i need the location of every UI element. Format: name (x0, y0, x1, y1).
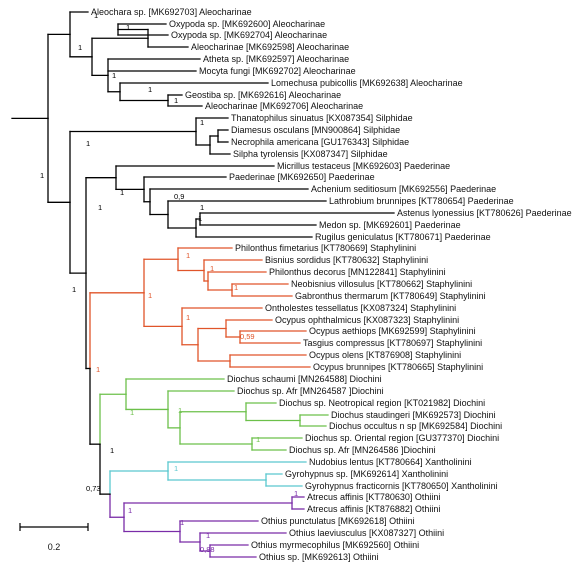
support-value: 1 (186, 251, 190, 260)
leaf-label: Rugilus geniculatus [KT780671] Paederina… (315, 232, 491, 242)
scale-bar-label: 0.2 (48, 542, 61, 552)
support-value: 1 (200, 118, 204, 127)
support-value: 0,9 (174, 192, 184, 201)
leaf-label: Othius myrmecophilus [MK692560] Othiini (251, 540, 419, 550)
leaf-label: Philonthus decorus [MN122841] Staphylini… (269, 267, 446, 277)
support-value: 1 (112, 71, 116, 80)
support-value: 0,59 (240, 332, 255, 341)
leaf-label: Diochus sp. Oriental region [GU377370] D… (305, 433, 499, 443)
leaf-label: Necrophila americana [GU176343] Silphida… (231, 137, 409, 147)
leaf-label: Lomechusa pubicollis [MK692638] Aleochar… (271, 78, 463, 88)
leaf-labels: Aleochara sp. [MK692703] Aleocharinae Oxy… (91, 7, 572, 562)
leaf-label: Oxypoda sp. [MK692704] Aleocharinae (171, 30, 327, 40)
leaf-label: Thanatophilus sinuatus [KX087354] Silphi… (231, 113, 413, 123)
leaf-label: Atrecus affinis [KT780630] Othiini (307, 492, 440, 502)
support-value: 1 (126, 23, 130, 32)
leaf-label: Silpha tyrolensis [KX087347] Silphidae (233, 149, 388, 159)
leaf-label: Micrillus testaceus [MK692603] Paederina… (277, 161, 450, 171)
support-value: 1 (200, 203, 204, 212)
leaf-label: Diochus staudingeri [MK692573] Diochini (331, 410, 496, 420)
leaf-label: Achenium seditiosum [MK692556] Paederina… (311, 184, 496, 194)
leaf-label: Neobisnius villosulus [KT780662] Staphyl… (291, 279, 472, 289)
support-value: 0,88 (200, 545, 215, 554)
leaf-label: Medon sp. [MK692601] Paederinae (319, 220, 461, 230)
leaf-label: Othius laeviusculus [KX087327] Othiini (289, 528, 444, 538)
support-value: 1 (148, 85, 152, 94)
leaf-label: Oxypoda sp. [MK692600] Aleocharinae (169, 19, 325, 29)
support-value: 1 (98, 203, 102, 212)
leaf-label: Othius sp. [MK692613] Othiini (259, 552, 379, 562)
support-value: 1 (206, 531, 210, 540)
support-value: 1 (148, 291, 152, 300)
support-value: 1 (256, 435, 260, 444)
support-value: 1 (128, 506, 132, 515)
support-values: 1 1 1 1 1 1 1 1 1 1 0,9 1 1 1 1 1 1 1 1 1 0,59 1 1 1 1 1 1 0,73 1 1 1 1… (40, 11, 298, 554)
support-value: 1 (78, 43, 82, 52)
support-value: 1 (72, 285, 76, 294)
support-value: 1 (96, 365, 100, 374)
leaf-label: Diochus sp. Afr [MN264586 ]Diochini (289, 445, 436, 455)
support-value: 1 (120, 188, 124, 197)
support-value: 0,73 (86, 484, 101, 493)
leaf-label: Othius punctulatus [MK692618] Othiini (261, 516, 415, 526)
leaf-label: Atheta sp. [MK692597] Aleocharinae (203, 54, 349, 64)
leaf-label: Nudobius lentus [KT780664] Xantholinini (309, 457, 472, 467)
support-value: 1 (130, 408, 134, 417)
leaf-label: Aleochara sp. [MK692703] Aleocharinae (91, 7, 252, 17)
leaf-label: Mocyta fungi [MK692702] Aleocharinae (199, 66, 356, 76)
leaf-label: Ontholestes tessellatus [KX087324] Staph… (265, 303, 456, 313)
support-value: 1 (186, 313, 190, 322)
support-value: 1 (234, 283, 238, 292)
leaf-label: Aleocharinae [MK692598] Aleocharinae (191, 42, 349, 52)
leaf-label: Bisnius sordidus [KT780632] Staphylinini (265, 255, 428, 265)
leaf-label: Diochus occultus n sp [MK692584] Diochin… (329, 421, 502, 431)
leaf-label: Philonthus fimetarius [KT780669] Staphyl… (235, 243, 416, 253)
leaf-label: Geostiba sp. [MK692616] Aleocharinae (185, 90, 341, 100)
support-value: 1 (180, 518, 184, 527)
leaf-label: Diochus sp. Neotropical region [KT021982… (279, 398, 485, 408)
leaf-label: Tasgius compressus [KT780697] Staphylini… (303, 338, 482, 348)
support-value: 1 (178, 406, 182, 415)
support-value: 1 (40, 171, 44, 180)
support-value: 1 (174, 464, 178, 473)
leaf-label: Ocypus olens [KT876908] Staphylinini (309, 350, 461, 360)
support-value: 1 (110, 446, 114, 455)
support-value: 1 (198, 214, 202, 223)
support-value: 1 (210, 264, 214, 273)
support-value: 1 (94, 11, 98, 20)
leaf-label: Ocypus ophthalmicus [KX087323] Staphylin… (275, 315, 459, 325)
leaf-label: Ocypus brunnipes [KT780665] Staphylinini (313, 362, 483, 372)
support-value: 1 (174, 96, 178, 105)
leaf-label: Diochus sp. Afr [MN264587 ]Diochini (237, 386, 384, 396)
leaf-label: Diochus schaumi [MN264588] Diochini (227, 374, 382, 384)
support-value: 1 (294, 489, 298, 498)
leaf-label: Lathrobium brunnipes [KT780654] Paederin… (329, 196, 514, 206)
leaf-label: Diamesus osculans [MN900864] Silphidae (231, 125, 400, 135)
tree-branches (11, 11, 395, 558)
leaf-label: Gyrohypnus fracticornis [KT780650] Xanth… (305, 481, 498, 491)
leaf-label: Gabronthus thermarum [KT780649] Staphyli… (295, 291, 486, 301)
leaf-label: Paederinae [MK692650] Paederinae (229, 172, 375, 182)
leaf-label: Aleocharinae [MK692706] Aleocharinae (205, 101, 363, 111)
support-value: 1 (86, 139, 90, 148)
leaf-label: Ocypus aethiops [MK692599] Staphylinini (309, 326, 476, 336)
leaf-label: Astenus lyonessius [KT780626] Paederinae (397, 208, 572, 218)
scale-bar: 0.2 (19, 523, 89, 552)
leaf-label: Gyrohypnus sp. [MK692614] Xantholinini (285, 469, 448, 479)
leaf-label: Atrecus affinis [KT876882] Othiini (307, 504, 440, 514)
